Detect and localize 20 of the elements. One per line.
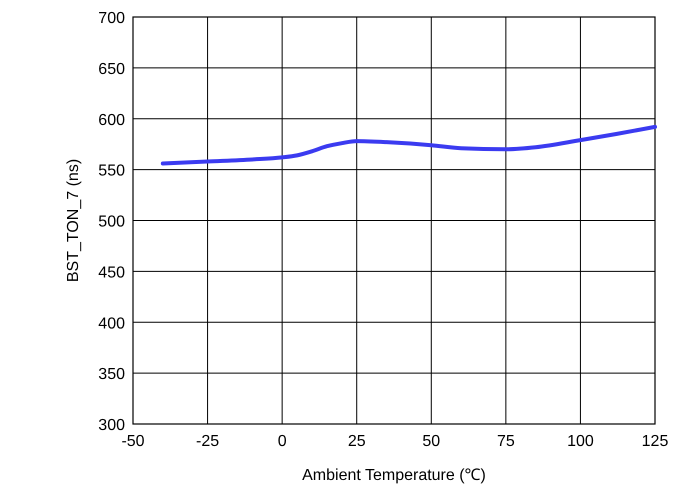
x-tick-label: -25 <box>196 433 220 450</box>
line-series <box>160 124 657 166</box>
x-tick-label: 0 <box>278 433 287 450</box>
y-tick-label: 550 <box>98 162 126 180</box>
y-axis-title: BST_TON_7 (ns) <box>65 158 82 282</box>
y-tick-label: 500 <box>98 214 126 230</box>
y-tick-label: 600 <box>98 112 126 129</box>
x-tick-label: 75 <box>496 433 515 450</box>
x-tick-label: 100 <box>567 433 594 450</box>
x-tick-label: 125 <box>642 433 668 450</box>
x-tick-label: 50 <box>422 433 440 450</box>
y-tick-label: 300 <box>98 417 126 434</box>
y-tick-label: 450 <box>98 264 126 282</box>
y-tick-label: 350 <box>98 366 126 384</box>
y-tick-label: 700 <box>98 10 126 27</box>
y-tick-label: 400 <box>98 315 126 332</box>
x-tick-label: -50 <box>121 433 145 450</box>
x-axis-title: Ambient Temperature (℃) <box>302 467 486 484</box>
x-tick-label: 25 <box>348 433 366 450</box>
y-tick-label: 650 <box>98 60 126 78</box>
